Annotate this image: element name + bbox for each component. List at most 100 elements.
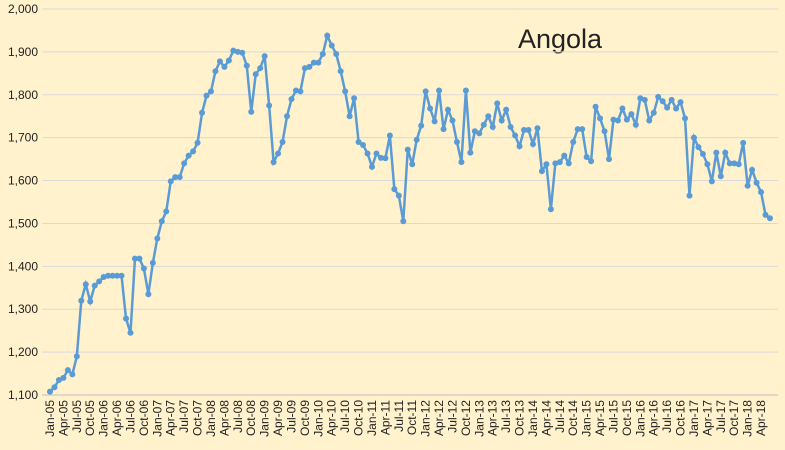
marker [91,282,98,289]
x-tick-label: Oct-11 [405,400,419,435]
marker [673,105,680,112]
marker [261,53,268,60]
x-tick-label: Jan-13 [472,400,486,437]
marker [521,126,528,133]
marker [699,150,706,157]
marker [400,218,407,225]
marker [248,108,255,115]
marker [588,158,595,165]
marker [682,115,689,122]
x-tick-label: Jan-15 [580,400,594,437]
marker [158,218,165,225]
x-tick-label: Jan-07 [150,400,164,437]
x-tick-label: Jul-11 [392,400,406,432]
marker [583,153,590,160]
marker [462,87,469,94]
marker [690,134,697,141]
marker [55,376,62,383]
marker [78,297,85,304]
marker [614,117,621,124]
marker [145,291,152,298]
marker [212,68,219,75]
marker [47,388,53,395]
marker [297,88,304,95]
marker [207,88,214,95]
marker [216,58,223,65]
x-tick-label: Apr-12 [432,400,446,436]
marker [364,150,371,157]
marker [735,161,742,168]
marker [127,329,134,336]
marker [445,106,452,113]
marker [391,186,398,193]
marker [708,178,715,185]
marker [257,65,264,72]
marker [373,150,380,157]
marker [185,152,192,159]
marker [704,161,711,168]
marker [695,144,702,151]
marker [288,96,295,103]
marker [51,384,58,391]
x-tick-label: Jan-14 [526,400,540,437]
marker [722,149,729,156]
marker [64,367,71,374]
x-tick-label: Oct-13 [513,400,527,436]
marker [655,93,662,100]
marker [239,49,246,56]
marker [758,189,765,196]
x-tick-label: Jan-12 [419,400,433,437]
marker [395,192,402,199]
marker [154,235,161,242]
marker [377,154,384,161]
marker [292,87,299,94]
x-tick-label: Jan-06 [97,400,111,437]
marker [203,92,210,99]
x-tick-label: Apr-10 [325,400,339,436]
x-tick-label: Jul-09 [284,400,298,433]
x-tick-label: Apr-15 [593,400,607,436]
marker [525,126,532,133]
marker [619,105,626,112]
marker [717,173,724,180]
marker [453,138,460,145]
marker [114,272,121,279]
marker [105,272,112,279]
x-tick-label: Apr-13 [486,400,500,436]
marker [342,88,349,95]
y-tick-label: 1,700 [8,131,38,145]
marker [632,121,639,128]
marker [409,161,416,168]
marker [418,122,425,129]
marker [512,132,519,139]
marker [623,116,630,123]
x-tick-label: Jul-07 [177,400,191,433]
marker [199,109,206,116]
marker [440,126,447,133]
marker [404,146,411,153]
marker [149,259,156,266]
x-tick-label: Apr-09 [271,400,285,436]
marker [579,126,586,133]
y-tick-label: 1,200 [8,345,38,359]
marker [767,215,773,222]
marker [731,160,738,167]
marker [413,136,420,143]
x-tick-label: Apr-18 [754,400,768,436]
marker [744,182,751,189]
marker [234,48,241,55]
marker [650,109,657,116]
y-tick-label: 1,300 [8,302,38,316]
marker [628,111,635,118]
marker [749,166,756,173]
marker [140,265,147,272]
marker [565,160,572,167]
marker [60,374,67,381]
x-tick-label: Apr-17 [700,400,714,436]
marker [82,281,89,288]
marker [310,59,317,66]
x-tick-label: Jul-05 [70,400,84,433]
marker [664,104,671,111]
marker [597,115,604,122]
x-tick-label: Jan-09 [258,400,272,437]
